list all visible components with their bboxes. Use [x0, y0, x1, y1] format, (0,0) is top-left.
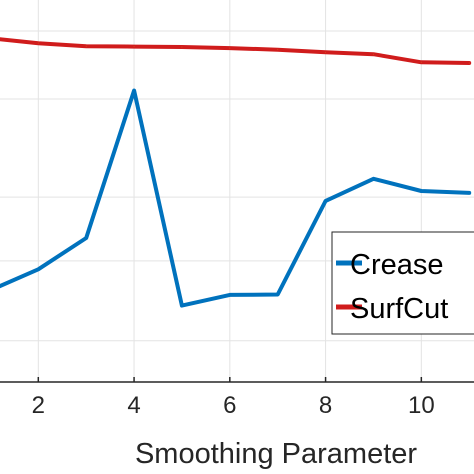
data-point-surfcut [468, 62, 470, 64]
series-line-surfcut [0, 37, 472, 65]
data-point-surfcut [277, 49, 279, 51]
data-point-surfcut [420, 61, 422, 63]
x-tick-label: 8 [319, 392, 332, 419]
data-point-crease [372, 178, 374, 180]
data-point-surfcut [37, 42, 39, 44]
legend: Crease SurfCut [331, 231, 474, 335]
data-point-crease [420, 190, 422, 192]
data-point-crease [468, 192, 470, 194]
data-point-surfcut [133, 46, 135, 48]
data-point-surfcut [85, 45, 87, 47]
data-point-crease [37, 268, 39, 270]
legend-label-surfcut: SurfCut [350, 293, 448, 325]
x-tick-label: 4 [127, 392, 140, 419]
x-tick-label: 10 [408, 392, 435, 419]
data-point-surfcut [372, 53, 374, 55]
data-point-crease [133, 90, 135, 92]
data-point-crease [229, 294, 231, 296]
data-point-surfcut [325, 51, 327, 53]
legend-box [331, 231, 474, 335]
legend-label-crease: Crease [350, 249, 444, 281]
x-tick-label: 2 [32, 392, 45, 419]
data-point-crease [325, 200, 327, 202]
series-layer [0, 37, 472, 308]
data-point-crease [85, 237, 87, 239]
x-axis-label: Smoothing Parameter [135, 438, 417, 470]
x-tick-label: 6 [223, 392, 236, 419]
data-point-surfcut [229, 47, 231, 49]
data-point-crease [277, 294, 279, 296]
tick-layer: 2 4 6 8 10 [32, 377, 435, 419]
data-point-surfcut [181, 46, 183, 48]
data-point-crease [181, 305, 183, 307]
